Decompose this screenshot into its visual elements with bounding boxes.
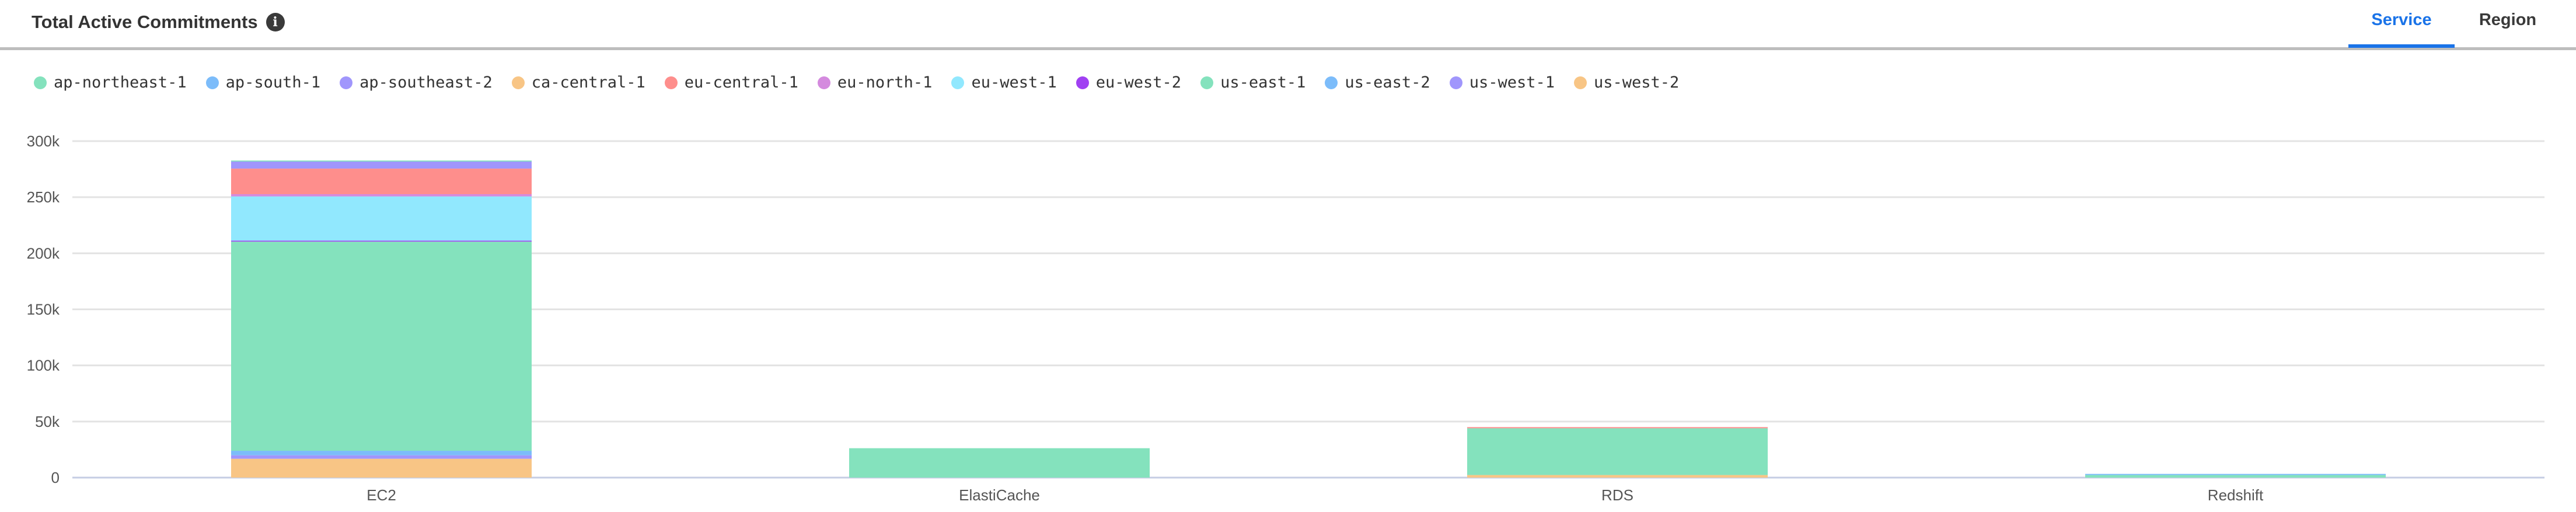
legend-marker-icon [34,76,47,89]
x-tick-label: Redshift [2208,486,2264,504]
legend-item-eu-central-1[interactable]: eu-central-1 [664,73,798,92]
legend-label: eu-central-1 [684,73,798,92]
y-tick-label: 0 [51,469,60,486]
legend-marker-icon [205,76,219,89]
bar-segment-RDS-us-west-2 [1467,475,1768,478]
legend-label: us-west-1 [1469,73,1555,92]
bar-segment-EC2-eu-central-1 [231,169,532,194]
panel-header: Total Active Commitments i Service Regio… [0,0,2576,50]
legend-label: ap-northeast-1 [54,73,187,92]
bar-segment-ElastiCache-us-east-1 [849,448,1150,478]
x-tick-label: ElastiCache [959,486,1040,504]
legend-label: eu-west-1 [971,73,1057,92]
x-tick-label: EC2 [366,486,396,504]
tab-bar: Service Region [2348,0,2576,50]
legend-item-us-west-1[interactable]: us-west-1 [1449,73,1555,92]
bar-segment-EC2-eu-north-1 [231,194,532,197]
bar-segment-EC2-us-west-1 [231,455,532,459]
y-tick-label: 200k [27,244,60,262]
legend-item-ap-south-1[interactable]: ap-south-1 [205,73,321,92]
legend-item-eu-west-1[interactable]: eu-west-1 [951,73,1057,92]
legend-label: ap-southeast-2 [359,73,493,92]
tab-region[interactable]: Region [2479,10,2537,29]
bar-segment-RDS-us-east-1 [1467,428,1768,475]
y-tick-label: 150k [27,301,60,318]
legend-marker-icon [951,76,965,89]
title-text: Total Active Commitments [32,12,258,32]
y-tick-label: 300k [27,132,60,150]
bar-segment-EC2-ap-northeast-1 [231,160,532,162]
legend-marker-icon [817,76,830,89]
legend-item-ap-southeast-2[interactable]: ap-southeast-2 [340,73,493,92]
legend-marker-icon [1200,76,1214,89]
legend-label: us-west-2 [1594,73,1680,92]
panel-title: Total Active Commitments i [32,12,285,33]
bar-segment-EC2-us-west-2 [231,458,532,478]
bar-segment-Redshift-us-east-1 [2085,475,2386,478]
legend-item-eu-north-1[interactable]: eu-north-1 [817,73,933,92]
legend-marker-icon [1076,76,1089,89]
legend-item-eu-west-2[interactable]: eu-west-2 [1076,73,1181,92]
bar-segment-EC2-us-east-2 [231,451,532,455]
legend-label: ap-south-1 [225,73,321,92]
tab-service[interactable]: Service [2348,0,2455,48]
bar-segment-EC2-us-east-1 [231,241,532,451]
legend-item-us-east-2[interactable]: us-east-2 [1325,73,1430,92]
legend-item-ca-central-1[interactable]: ca-central-1 [511,73,645,92]
legend-label: us-east-1 [1220,73,1306,92]
legend-label: us-east-2 [1345,73,1430,92]
legend-marker-icon [1325,76,1338,89]
legend-item-ap-northeast-1[interactable]: ap-northeast-1 [34,73,187,92]
legend-marker-icon [1449,76,1462,89]
bar-segment-EC2-ap-southeast-2 [231,162,532,169]
bar-segment-Redshift-ap-south-1 [2085,474,2386,475]
bar-segment-RDS-eu-central-1 [1467,427,1768,429]
legend-label: ca-central-1 [531,73,645,92]
legend-label: eu-north-1 [837,73,933,92]
legend-marker-icon [664,76,678,89]
chart-legend: ap-northeast-1 ap-south-1 ap-southeast-2 ca… [34,73,1698,92]
x-tick-label: RDS [1601,486,1633,504]
y-tick-label: 50k [35,413,60,430]
legend-item-us-east-1[interactable]: us-east-1 [1200,73,1306,92]
y-tick-label: 250k [27,188,60,206]
bar-segment-EC2-eu-west-1 [231,196,532,241]
legend-label: eu-west-2 [1095,73,1182,92]
legend-marker-icon [511,76,525,89]
legend-marker-icon [1574,76,1587,89]
y-tick-label: 100k [27,357,60,374]
legend-marker-icon [340,76,353,89]
bar-segment-EC2-eu-west-2 [231,240,532,242]
legend-item-us-west-2[interactable]: us-west-2 [1574,73,1679,92]
info-icon[interactable]: i [266,13,285,31]
